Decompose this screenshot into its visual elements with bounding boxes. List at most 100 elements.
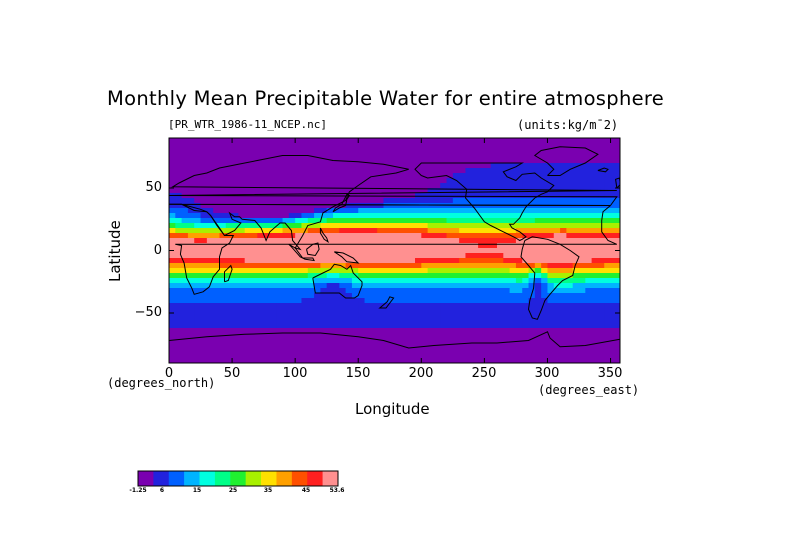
- field-cell: [509, 138, 517, 144]
- field-cell: [452, 338, 460, 344]
- field-cell: [263, 358, 271, 363]
- field-cell: [560, 238, 567, 244]
- field-cell: [427, 138, 435, 144]
- field-cell: [326, 253, 334, 259]
- field-cell: [471, 303, 479, 309]
- field-cell: [597, 153, 605, 159]
- field-cell: [288, 268, 296, 274]
- field-cell: [459, 333, 467, 339]
- field-cell: [244, 228, 252, 234]
- field-cell: [610, 308, 618, 314]
- field-cell: [597, 138, 605, 144]
- field-cell: [225, 298, 233, 304]
- field-cell: [389, 153, 397, 159]
- field-cell: [566, 173, 574, 179]
- field-cell: [465, 303, 473, 309]
- field-cell: [497, 138, 504, 144]
- field-cell: [358, 318, 366, 324]
- field-cell: [333, 323, 340, 329]
- field-cell: [383, 208, 391, 214]
- field-cell: [351, 223, 359, 229]
- field-cell: [591, 318, 599, 324]
- field-cell: [364, 283, 372, 289]
- field-cell: [295, 278, 303, 284]
- field-cell: [377, 278, 385, 284]
- field-cell: [200, 343, 208, 349]
- field-cell: [238, 288, 246, 294]
- field-cell: [604, 178, 612, 184]
- field-cell: [408, 218, 416, 224]
- field-cell: [547, 178, 555, 184]
- field-cell: [490, 273, 498, 279]
- field-cell: [427, 268, 435, 274]
- field-cell: [377, 298, 385, 304]
- field-cell: [225, 183, 233, 189]
- field-cell: [269, 213, 277, 219]
- field-cell: [263, 343, 271, 349]
- field-cell: [616, 223, 620, 229]
- field-cell: [490, 233, 498, 239]
- field-cell: [295, 243, 303, 249]
- field-cell: [370, 323, 378, 329]
- field-cell: [181, 238, 189, 244]
- field-cell: [194, 263, 202, 269]
- field-cell: [339, 358, 347, 363]
- colorbar-swatch: [138, 471, 154, 486]
- field-cell: [345, 258, 353, 264]
- field-cell: [370, 233, 378, 239]
- field-cell: [490, 163, 498, 169]
- field-cell: [169, 223, 176, 229]
- field-cell: [370, 248, 378, 254]
- field-cell: [251, 183, 258, 189]
- field-cell: [383, 253, 391, 259]
- coastline: [169, 203, 617, 295]
- field-cell: [421, 283, 429, 289]
- field-cell: [295, 288, 303, 294]
- field-cell: [553, 333, 561, 339]
- field-cell: [478, 318, 485, 324]
- field-cell: [219, 313, 227, 319]
- field-cell: [541, 318, 549, 324]
- field-cell: [257, 293, 265, 299]
- field-cell: [566, 193, 574, 199]
- field-cell: [232, 283, 239, 289]
- coastline: [302, 257, 315, 262]
- field-cell: [219, 258, 227, 264]
- field-cell: [314, 148, 321, 154]
- field-cell: [181, 338, 189, 344]
- field-cell: [459, 238, 467, 244]
- field-cell: [591, 308, 599, 314]
- field-cell: [244, 313, 252, 319]
- field-cell: [484, 233, 492, 239]
- field-cell: [276, 338, 284, 344]
- field-cell: [181, 163, 189, 169]
- field-cell: [307, 213, 315, 219]
- field-cell: [169, 293, 176, 299]
- field-cell: [295, 263, 303, 269]
- field-cell: [408, 138, 416, 144]
- field-cell: [553, 193, 561, 199]
- field-cell: [326, 263, 334, 269]
- field-cell: [478, 323, 485, 329]
- field-cell: [383, 323, 391, 329]
- field-cell: [187, 348, 195, 354]
- field-cell: [421, 153, 429, 159]
- field-cell: [402, 288, 410, 294]
- field-cell: [490, 343, 498, 349]
- field-cell: [579, 178, 586, 184]
- field-cell: [383, 263, 391, 269]
- field-cell: [585, 328, 593, 334]
- field-cell: [490, 338, 498, 344]
- field-cell: [377, 208, 385, 214]
- field-cell: [345, 153, 353, 159]
- field-cell: [515, 148, 523, 154]
- field-cell: [351, 243, 359, 249]
- field-cell: [345, 338, 353, 344]
- field-cell: [263, 308, 271, 314]
- field-cell: [257, 303, 265, 309]
- field-cell: [339, 263, 347, 269]
- field-cell: [276, 303, 284, 309]
- field-cell: [282, 358, 290, 363]
- field-cell: [389, 283, 397, 289]
- field-cell: [358, 208, 366, 214]
